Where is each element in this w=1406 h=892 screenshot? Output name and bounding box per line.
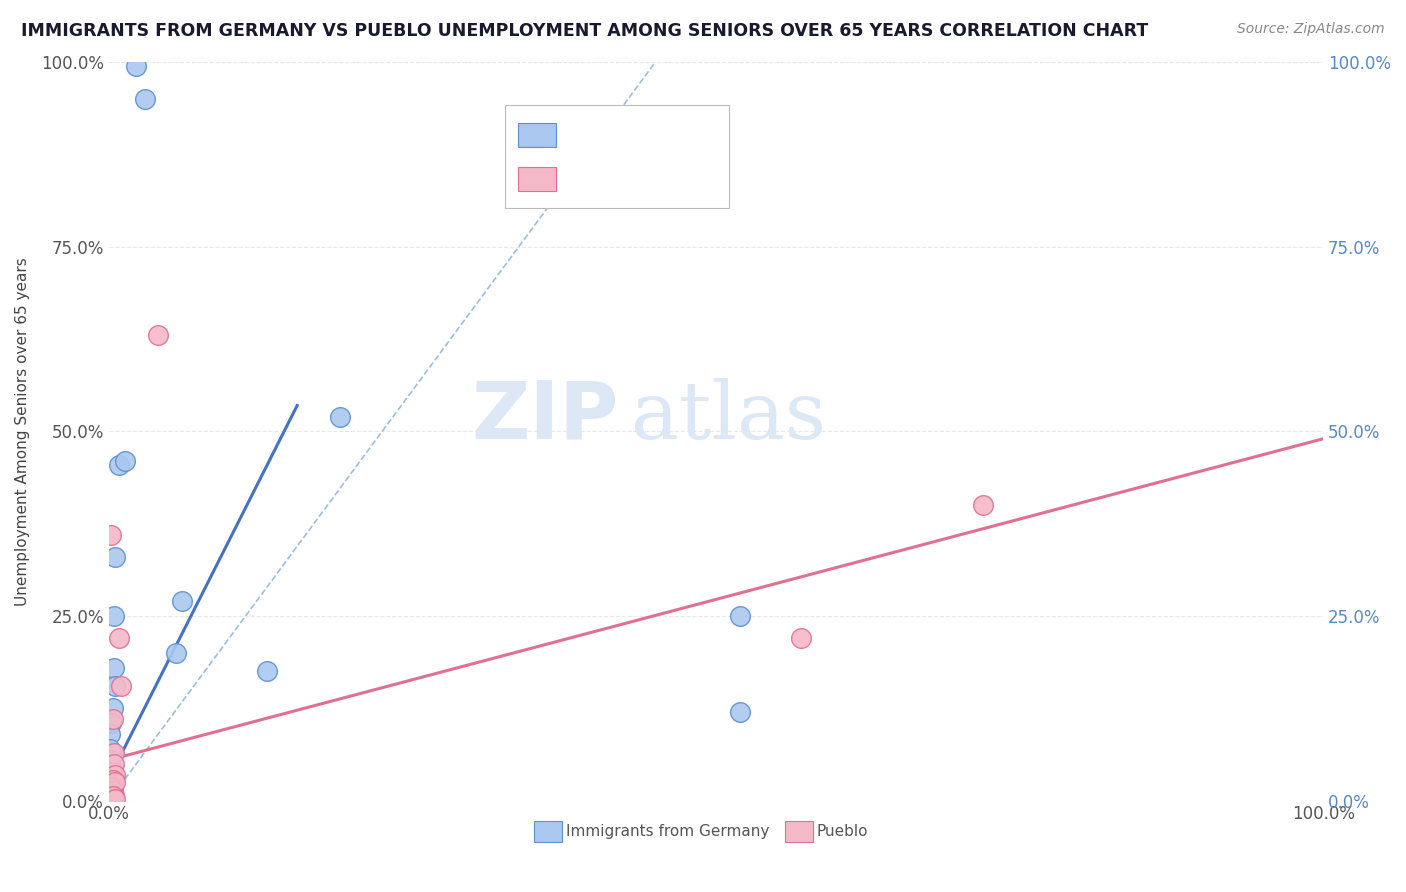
- Text: Immigrants from Germany: Immigrants from Germany: [567, 824, 769, 838]
- Point: [256, 665, 278, 679]
- Point: [101, 712, 124, 726]
- Text: Pueblo: Pueblo: [817, 824, 869, 838]
- Point: [134, 92, 156, 106]
- Point: [98, 727, 121, 741]
- Point: [165, 646, 187, 660]
- Text: N = 18: N = 18: [654, 169, 713, 187]
- Point: [730, 705, 752, 719]
- Point: [101, 701, 124, 715]
- Point: [101, 772, 124, 786]
- Point: [103, 756, 125, 771]
- Point: [101, 791, 124, 805]
- Text: R = 0.361: R = 0.361: [562, 169, 647, 187]
- Point: [100, 780, 122, 795]
- Point: [101, 772, 124, 787]
- Y-axis label: Unemployment Among Seniors over 65 years: Unemployment Among Seniors over 65 years: [15, 257, 30, 606]
- Point: [114, 454, 136, 468]
- Point: [125, 59, 148, 73]
- Point: [98, 742, 121, 756]
- Point: [100, 528, 122, 542]
- Point: [103, 609, 125, 624]
- Point: [110, 679, 132, 693]
- Point: [103, 746, 125, 760]
- Point: [104, 679, 127, 693]
- Text: Source: ZipAtlas.com: Source: ZipAtlas.com: [1237, 22, 1385, 37]
- Point: [730, 609, 752, 624]
- Point: [104, 775, 127, 789]
- Point: [101, 784, 124, 798]
- Point: [104, 792, 127, 806]
- Point: [146, 328, 169, 343]
- Point: [100, 716, 122, 731]
- Text: R = 0.416: R = 0.416: [562, 126, 647, 144]
- Text: N = 21: N = 21: [654, 126, 713, 144]
- Point: [329, 409, 352, 424]
- Point: [972, 498, 994, 512]
- Point: [101, 789, 124, 804]
- Point: [103, 661, 125, 675]
- Point: [104, 768, 127, 782]
- Point: [790, 631, 813, 645]
- Point: [170, 594, 193, 608]
- Point: [100, 760, 122, 774]
- Text: ZIP: ZIP: [471, 377, 619, 456]
- Point: [103, 788, 125, 802]
- Text: IMMIGRANTS FROM GERMANY VS PUEBLO UNEMPLOYMENT AMONG SENIORS OVER 65 YEARS CORRE: IMMIGRANTS FROM GERMANY VS PUEBLO UNEMPL…: [21, 22, 1149, 40]
- Point: [98, 753, 121, 767]
- Point: [104, 549, 127, 564]
- Point: [107, 458, 129, 472]
- Text: atlas: atlas: [631, 377, 827, 456]
- Point: [107, 631, 129, 645]
